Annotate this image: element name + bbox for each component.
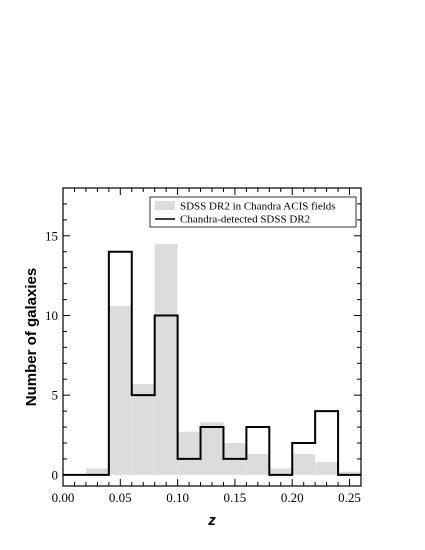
legend-label-chandra: Chandra-detected SDSS DR2	[180, 214, 310, 226]
chandra-step-line	[63, 250, 361, 476]
x-tick-label: 0.15	[224, 490, 247, 505]
x-tick-label: 0.25	[338, 490, 361, 505]
bar-sdss	[85, 468, 109, 475]
bar-sdss	[292, 454, 316, 475]
y-tick-label: 15	[45, 228, 58, 243]
y-tick-label: 0	[52, 467, 59, 482]
legend-label-sdss: SDSS DR2 in Chandra ACIS fields	[180, 201, 336, 213]
sdss-fill-series	[85, 243, 361, 475]
bar-sdss	[269, 468, 293, 475]
x-axis-ticks: 0.00 0.05 0.10 0.15 0.20 0.25	[52, 188, 361, 505]
x-tick-label: 0.10	[166, 490, 189, 505]
y-axis-ticks: 0 5 10 15	[45, 203, 361, 482]
bar-sdss	[315, 462, 339, 475]
bar-sdss	[200, 422, 224, 475]
y-axis-title: Number of galaxies	[23, 268, 40, 406]
x-tick-label: 0.00	[52, 490, 75, 505]
bar-sdss	[177, 431, 201, 475]
x-axis-title: z	[207, 512, 216, 529]
y-tick-label: 5	[52, 388, 59, 403]
plot-area: 0.00 0.05 0.10 0.15 0.20 0.25 0 5 10 15	[45, 187, 362, 505]
x-tick-label: 0.20	[281, 490, 304, 505]
legend: SDSS DR2 in Chandra ACIS fields Chandra-…	[149, 196, 357, 228]
x-tick-label: 0.05	[109, 490, 132, 505]
legend-box	[149, 196, 357, 228]
bar-sdss	[154, 243, 178, 475]
y-tick-label: 10	[45, 308, 58, 323]
bar-sdss	[131, 384, 155, 475]
legend-swatch-filled	[155, 201, 175, 210]
bar-sdss	[246, 454, 270, 475]
bar-sdss	[338, 471, 361, 475]
bar-sdss	[108, 305, 132, 475]
